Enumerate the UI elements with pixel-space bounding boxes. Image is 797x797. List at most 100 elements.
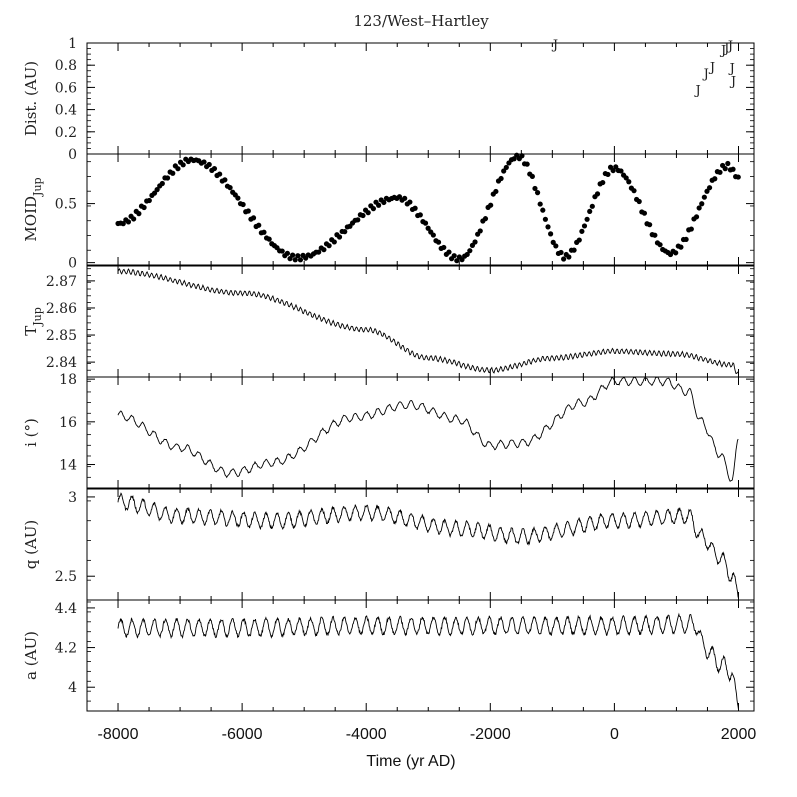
data-point — [235, 195, 241, 201]
y-tick-label: 14 — [59, 458, 77, 474]
data-point — [287, 256, 293, 262]
data-point — [451, 253, 457, 259]
data-point — [422, 220, 429, 226]
data-point — [154, 187, 160, 193]
panel-incl: 14 16 18 i (°) — [22, 372, 755, 489]
data-point-jupiter: J — [551, 38, 558, 53]
y-tick-label: 0.8 — [55, 58, 77, 74]
x-axis: -8000 -6000 -4000 -2000 0 2000 — [98, 726, 757, 743]
panel-a: 4 4.2 4.4 a (AU) — [22, 599, 755, 712]
y-tick-label: 1 — [68, 36, 77, 52]
data-point — [566, 254, 572, 260]
data-point — [170, 170, 176, 176]
data-point — [326, 243, 332, 249]
data-point — [131, 216, 137, 222]
data-point — [355, 217, 361, 223]
data-point — [125, 219, 132, 225]
data-point — [647, 222, 653, 228]
data-point-jupiter: J — [708, 60, 715, 75]
data-point — [227, 185, 233, 191]
data-point — [279, 248, 285, 254]
data-point — [600, 179, 606, 186]
series-line-incl — [117, 376, 739, 482]
x-tick-label: -2000 — [470, 726, 511, 743]
series-line-q — [117, 492, 739, 599]
data-point — [222, 177, 228, 183]
y-axis-label-dist: Dist. (AU) — [22, 61, 40, 136]
data-point — [730, 166, 736, 172]
data-point — [454, 258, 460, 264]
data-point — [180, 162, 186, 168]
data-point — [636, 198, 642, 205]
data-point — [589, 203, 595, 209]
data-point — [284, 250, 291, 256]
y-tick-label: 2.84 — [46, 355, 77, 371]
data-point — [704, 188, 710, 194]
data-point — [136, 211, 142, 217]
data-point — [217, 171, 223, 177]
data-point — [498, 175, 504, 182]
x-axis-label: Time (yr AD) — [366, 753, 455, 770]
panel-frame-tjup — [86, 265, 755, 378]
data-point — [511, 156, 517, 162]
data-point — [493, 188, 499, 195]
data-point — [459, 257, 465, 263]
y-axis-label-tjup: TJup — [22, 307, 44, 336]
data-point-jupiter: J — [728, 61, 735, 76]
panel-frame-moid — [86, 153, 755, 266]
y-tick-label: 0 — [68, 147, 77, 163]
y-tick-label: 2.86 — [46, 301, 77, 317]
data-point — [295, 253, 301, 259]
data-point — [548, 231, 554, 237]
y-axis-label-subscript: Jup — [31, 307, 44, 327]
data-point — [561, 256, 567, 262]
data-point — [477, 228, 483, 234]
data-point — [706, 185, 713, 191]
y-tick-label: 0.2 — [55, 125, 77, 141]
data-point — [594, 191, 601, 197]
data-point — [211, 165, 218, 172]
data-point — [605, 171, 611, 178]
data-point — [524, 161, 530, 167]
data-point — [678, 244, 684, 250]
y-tick-label: 16 — [59, 415, 77, 431]
data-point — [240, 201, 246, 208]
data-point — [441, 244, 447, 251]
panel-frame-incl — [86, 376, 755, 489]
data-point — [652, 232, 658, 238]
data-point — [159, 180, 165, 187]
data-point — [532, 185, 538, 192]
series-line-tjup — [117, 268, 739, 375]
data-point — [472, 239, 478, 245]
data-point — [464, 251, 470, 258]
data-point — [717, 169, 723, 175]
data-point — [542, 216, 548, 222]
data-point-jupiter: J — [719, 44, 726, 59]
y-tick-label: 0.5 — [55, 197, 77, 213]
data-point-jupiter: J — [726, 39, 733, 54]
data-point — [712, 176, 718, 182]
y-tick-label: 2.5 — [55, 569, 77, 585]
y-tick-label: 4.2 — [55, 641, 77, 657]
data-point — [141, 204, 147, 211]
y-tick-label: 0 — [68, 256, 77, 272]
data-point — [699, 201, 705, 207]
data-point — [488, 202, 494, 208]
x-tick-label: -4000 — [346, 726, 387, 743]
data-point — [673, 250, 679, 256]
data-point — [467, 248, 473, 254]
data-point — [206, 161, 212, 168]
data-point — [407, 199, 413, 205]
data-point — [581, 223, 588, 229]
data-point — [370, 206, 377, 212]
data-point — [201, 159, 207, 165]
data-point-jupiter: J — [694, 84, 701, 99]
data-point-jupiter: J — [702, 67, 709, 82]
data-point — [683, 236, 689, 243]
data-point — [321, 247, 327, 253]
data-point — [501, 168, 507, 174]
data-point — [701, 194, 707, 200]
